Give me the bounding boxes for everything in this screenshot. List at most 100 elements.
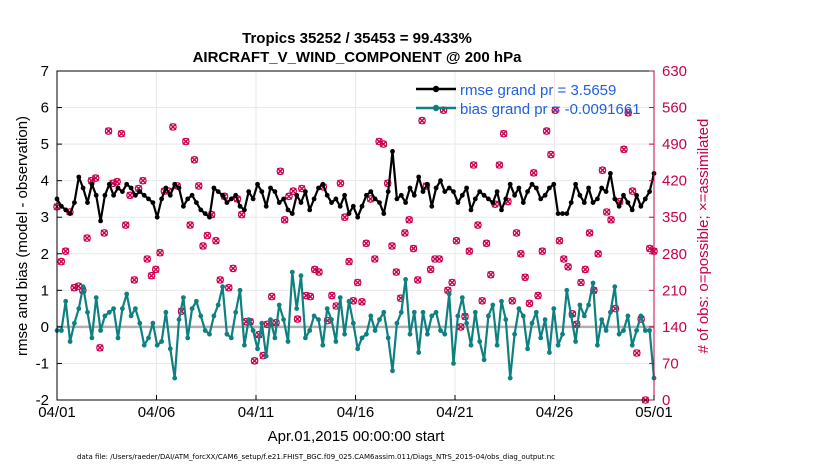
obs-assimilated-mark <box>57 258 65 266</box>
obs-assimilated-mark <box>96 344 104 352</box>
series-point-bias <box>72 320 77 326</box>
obs-assimilated-mark <box>633 349 641 357</box>
series-point-bias <box>486 313 491 319</box>
obs-count-point <box>620 145 628 154</box>
obs-count-point <box>534 291 542 300</box>
y-right-tick-label: 420 <box>662 173 687 190</box>
series-point-rmse <box>364 192 369 198</box>
obs-count-point <box>482 239 491 248</box>
series-point-rmse <box>573 181 578 187</box>
series-point-rmse <box>647 189 652 195</box>
series-point-rmse <box>516 185 522 191</box>
obs-count-point <box>340 213 349 222</box>
series-point-rmse <box>560 211 565 217</box>
obs-possible-mark <box>212 236 220 245</box>
series-point-bias <box>224 331 230 337</box>
obs-count-point <box>182 137 190 146</box>
series-point-rmse <box>237 203 243 209</box>
obs-possible-mark <box>624 108 633 117</box>
series-point-rmse <box>233 192 239 198</box>
obs-assimilated-mark <box>624 109 632 117</box>
obs-possible-mark <box>100 229 109 237</box>
obs-count-point <box>598 166 607 175</box>
series-point-rmse <box>111 192 116 198</box>
obs-possible-mark <box>495 161 504 169</box>
obs-assimilated-mark <box>551 106 559 114</box>
y-axis-label-right: # of obs: o=possible; ×=assimilated <box>695 119 712 354</box>
series-point-rmse <box>355 214 361 220</box>
series-point-bias <box>255 346 260 352</box>
obs-possible-mark <box>534 291 542 300</box>
obs-possible-mark <box>139 176 147 185</box>
series-point-rmse <box>407 185 413 191</box>
obs-possible-mark <box>345 257 353 266</box>
series-point-rmse <box>529 181 535 187</box>
series-point-rmse <box>181 203 186 209</box>
obs-count-point <box>495 161 504 169</box>
series-point-bias <box>625 313 631 319</box>
obs-possible-mark <box>199 242 207 250</box>
y-tick-label: 3 <box>41 209 49 226</box>
obs-count-point <box>379 140 388 148</box>
obs-count-point <box>409 244 418 253</box>
legend-rmse-marker <box>432 85 440 93</box>
series-point-bias <box>612 284 618 290</box>
obs-count-point <box>190 155 199 164</box>
obs-count-point <box>267 292 276 301</box>
obs-possible-mark <box>602 208 611 216</box>
obs-assimilated-mark <box>354 279 362 286</box>
obs-assimilated-mark <box>212 237 220 245</box>
obs-possible-mark <box>529 169 538 177</box>
obs-count-point <box>529 169 538 177</box>
obs-assimilated-mark <box>435 255 443 263</box>
obs-count-point <box>203 231 212 240</box>
series-point-rmse <box>194 200 199 206</box>
obs-assimilated-mark <box>427 265 435 273</box>
obs-assimilated-mark <box>190 156 198 164</box>
series-point-rmse <box>128 185 134 191</box>
obs-assimilated-mark <box>388 242 396 250</box>
series-point-bias <box>490 302 496 308</box>
series-point-bias <box>76 306 82 311</box>
obs-possible-mark <box>499 129 508 138</box>
obs-possible-mark <box>413 276 422 284</box>
series-point-bias <box>342 331 347 337</box>
obs-assimilated-mark <box>152 265 160 273</box>
obs-possible-mark <box>633 349 641 357</box>
series-point-rmse <box>625 200 631 206</box>
series-point-bias <box>368 313 374 319</box>
series-point-bias <box>425 331 430 337</box>
obs-assimilated-mark <box>139 177 147 185</box>
series-point-bias <box>272 335 278 341</box>
obs-assimilated-mark <box>560 255 568 263</box>
series-point-bias <box>250 328 256 333</box>
y-right-tick-label: 210 <box>662 282 687 299</box>
obs-assimilated-mark <box>83 234 91 242</box>
series-point-rmse <box>642 196 648 202</box>
obs-possible-mark <box>113 177 121 186</box>
obs-assimilated-mark <box>483 239 490 247</box>
obs-count-point <box>57 257 66 266</box>
series-point-rmse <box>76 174 82 180</box>
obs-possible-mark <box>577 278 585 287</box>
obs-possible-mark <box>560 255 568 263</box>
obs-possible-mark <box>224 283 233 292</box>
obs-possible-mark <box>512 229 521 237</box>
series-point-bias <box>481 357 487 363</box>
series-point-bias <box>542 317 548 322</box>
series-point-bias <box>181 295 186 300</box>
obs-assimilated-mark <box>508 297 516 305</box>
obs-count-point <box>362 239 371 248</box>
obs-count-point <box>186 221 194 229</box>
series-point-rmse <box>333 196 339 202</box>
obs-possible-mark <box>306 292 315 301</box>
obs-possible-mark <box>555 236 564 245</box>
series-point-rmse <box>507 181 513 187</box>
obs-possible-mark <box>474 221 482 229</box>
x-tick-label: 05/01 <box>635 404 673 421</box>
series-line-rmse <box>56 150 656 222</box>
series-point-rmse <box>311 196 317 202</box>
series-point-rmse <box>520 200 526 206</box>
series-point-rmse <box>294 192 300 198</box>
series-point-bias <box>411 309 417 315</box>
